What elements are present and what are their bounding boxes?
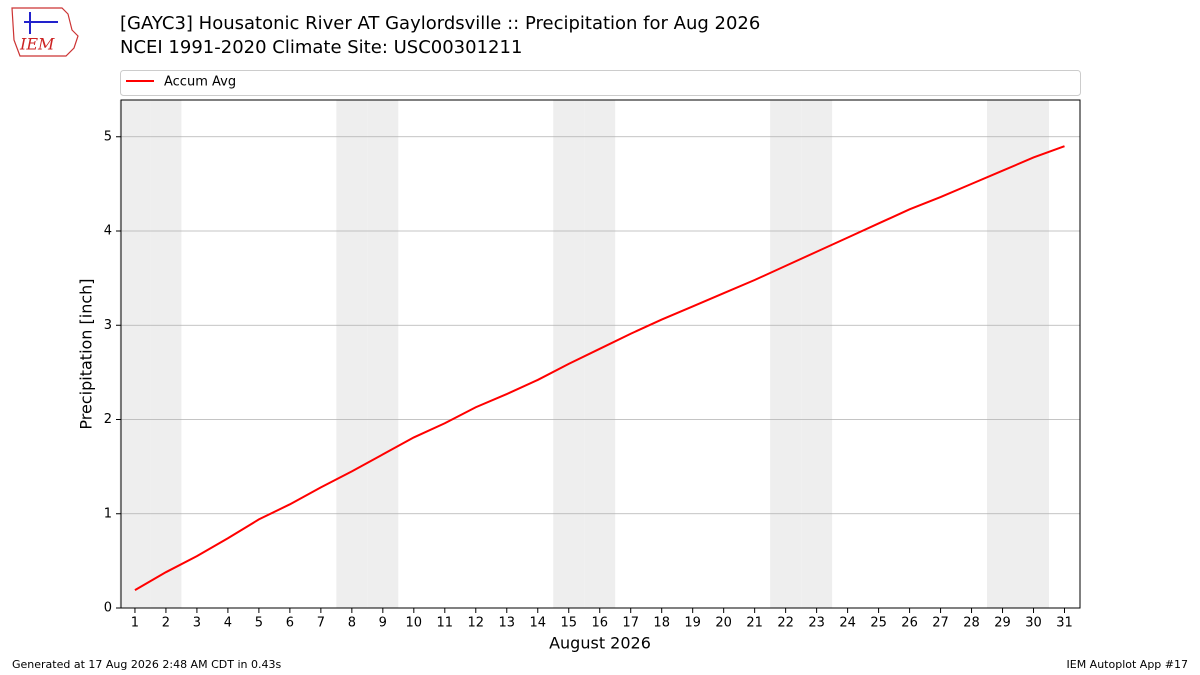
x-tick-label: 30: [1025, 616, 1042, 631]
weekend-shade: [801, 100, 833, 608]
weekend-shade: [150, 100, 182, 608]
x-tick-label: 1: [131, 616, 139, 631]
x-tick-label: 26: [901, 616, 918, 631]
x-tick-label: 23: [808, 616, 825, 631]
x-tick-label: 5: [255, 616, 263, 631]
x-tick-label: 28: [963, 616, 980, 631]
x-tick-label: 31: [1056, 616, 1073, 631]
chart-title: [GAYC3] Housatonic River AT Gaylordsvill…: [120, 13, 760, 34]
x-tick-label: 10: [406, 616, 423, 631]
logo-outline: [11, 7, 79, 57]
x-tick-label: 16: [591, 616, 608, 631]
x-tick-label: 9: [379, 616, 387, 631]
weekend-shade: [1018, 100, 1050, 608]
x-tick-label: 6: [286, 616, 294, 631]
data-line: [134, 145, 1065, 591]
x-tick-label: 13: [498, 616, 515, 631]
x-tick-label: 18: [653, 616, 670, 631]
x-tick-label: 3: [193, 616, 201, 631]
x-tick-label: 8: [348, 616, 356, 631]
x-tick-label: 21: [746, 616, 763, 631]
logo: IEM: [11, 7, 79, 57]
legend-box: [120, 70, 1081, 96]
weekend-shade: [367, 100, 399, 608]
x-tick-label: 20: [715, 616, 732, 631]
weekend-shade: [336, 100, 368, 608]
x-axis-label: August 2026: [549, 634, 651, 653]
x-tick-label: 15: [560, 616, 577, 631]
x-tick-label: 27: [932, 616, 949, 631]
x-tick-label: 11: [437, 616, 454, 631]
y-tick-label: 1: [104, 506, 112, 521]
y-axis-label: Precipitation [inch]: [77, 278, 96, 429]
logo-text: IEM: [19, 35, 55, 54]
y-tick-label: 2: [104, 412, 112, 427]
x-tick-label: 7: [317, 616, 325, 631]
x-tick-label: 14: [529, 616, 546, 631]
y-tick-label: 4: [104, 224, 112, 239]
weekend-shade: [119, 100, 151, 608]
x-tick-label: 4: [224, 616, 232, 631]
weekend-shade: [553, 100, 585, 608]
x-tick-label: 17: [622, 616, 639, 631]
weekend-shade: [770, 100, 802, 608]
y-tick-label: 3: [104, 318, 112, 333]
x-tick-label: 25: [870, 616, 887, 631]
footer-left: Generated at 17 Aug 2026 2:48 AM CDT in …: [12, 658, 281, 671]
x-tick-label: 24: [839, 616, 856, 631]
y-tick-label: 5: [104, 129, 112, 144]
x-tick-label: 29: [994, 616, 1011, 631]
x-tick-label: 2: [162, 616, 170, 631]
legend-label: Accum Avg: [164, 75, 236, 90]
plot-frame: [120, 99, 1081, 609]
chart-subtitle: NCEI 1991-2020 Climate Site: USC00301211: [120, 37, 522, 58]
y-tick-label: 0: [104, 601, 112, 616]
x-tick-label: 19: [684, 616, 701, 631]
x-tick-label: 22: [777, 616, 794, 631]
weekend-shade: [987, 100, 1019, 608]
x-tick-label: 12: [468, 616, 485, 631]
footer-right: IEM Autoplot App #17: [1067, 658, 1189, 671]
